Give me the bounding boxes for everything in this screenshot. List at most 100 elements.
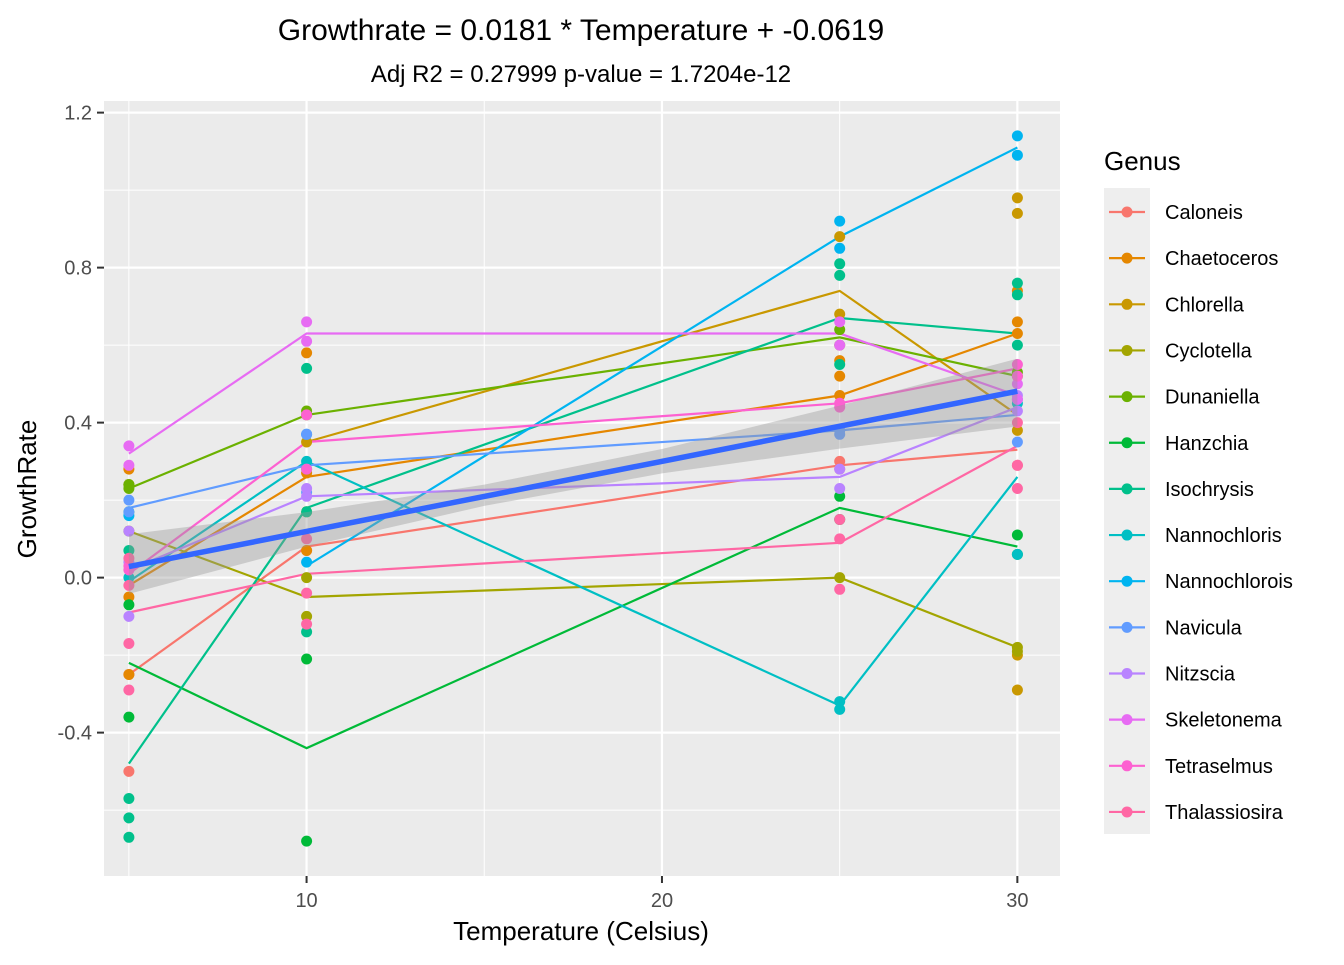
data-point-nannochloris [834, 696, 846, 708]
data-point-nitzscia [834, 463, 846, 475]
legend-key-point-caloneis [1121, 206, 1133, 218]
series-points [123, 130, 1023, 847]
data-point-cyclotella [301, 610, 313, 622]
data-point-chlorella [1011, 684, 1023, 696]
data-point-thalassiosira [301, 618, 313, 630]
data-point-chaetoceros [834, 390, 846, 401]
data-point-chaetoceros [301, 545, 313, 556]
data-point-skeletonema [301, 335, 313, 347]
data-point-isochrysis [123, 812, 135, 824]
data-point-chlorella [1011, 207, 1023, 219]
legend-label-chlorella: Chlorella [1165, 294, 1245, 316]
data-point-chaetoceros [1011, 316, 1023, 328]
series-line-caloneis [128, 448, 1018, 676]
legend-label-caloneis: Caloneis [1165, 202, 1243, 224]
data-point-skeletonema [1011, 393, 1023, 405]
data-point-hanzchia [301, 653, 313, 665]
plot-panel [104, 101, 1060, 876]
data-point-isochrysis [123, 545, 135, 556]
data-point-nannochlorois [1011, 149, 1023, 161]
data-point-nannochlorois [1011, 130, 1023, 142]
legend-key-point-nitzscia [1121, 668, 1133, 679]
series-line-tetraselmus [128, 367, 1018, 575]
data-point-hanzchia [123, 711, 135, 723]
data-point-chlorella [1011, 424, 1023, 436]
regression-line [128, 388, 1018, 570]
data-point-nannochloris [123, 572, 135, 584]
data-point-caloneis [834, 455, 846, 467]
data-point-navicula [123, 506, 135, 518]
data-point-cyclotella [1011, 645, 1023, 657]
legend-key-point-thalassiosira [1121, 806, 1133, 818]
y-tick-label: 0.8 [64, 258, 92, 280]
data-point-tetraselmus [301, 463, 313, 475]
data-point-thalassiosira [834, 533, 846, 545]
series-line-dunaniella [128, 336, 1018, 490]
legend-label-skeletonema: Skeletonema [1165, 710, 1283, 732]
legend-title: Genus [1104, 146, 1181, 176]
data-point-chlorella [834, 231, 846, 243]
data-point-chaetoceros [123, 669, 135, 680]
data-point-nannochloris [301, 455, 313, 467]
legend-key-point-tetraselmus [1121, 760, 1133, 772]
data-point-isochrysis [834, 269, 846, 281]
data-point-nitzscia [301, 483, 313, 494]
data-point-tetraselmus [834, 401, 846, 413]
data-point-tetraselmus [1011, 370, 1023, 382]
data-point-skeletonema [1011, 378, 1023, 390]
data-point-nitzscia [123, 525, 135, 537]
data-point-nannochloris [1011, 548, 1023, 560]
data-point-isochrysis [123, 793, 135, 804]
data-point-isochrysis [1011, 339, 1023, 351]
series-line-chlorella [306, 289, 1019, 444]
data-point-nannochloris [834, 703, 846, 715]
data-point-skeletonema [123, 459, 135, 471]
legend-key-point-nannochlorois [1121, 575, 1133, 587]
legend: Genus Caloneis Chaetoceros Chlorella Cyclot… [1104, 146, 1293, 834]
x-tick-label: 10 [295, 890, 317, 912]
series-line-thalassiosira [128, 444, 1018, 614]
data-point-thalassiosira [834, 583, 846, 595]
data-point-isochrysis [301, 506, 313, 518]
data-point-hanzchia [123, 599, 135, 611]
series-line-isochrysis [127, 316, 1018, 765]
data-point-isochrysis [1011, 289, 1023, 301]
series-line-skeletonema [128, 332, 1018, 455]
legend-key-background [1104, 188, 1150, 834]
data-point-thalassiosira [123, 684, 135, 696]
legend-label-cyclotella: Cyclotella [1165, 340, 1253, 362]
data-point-caloneis [123, 765, 135, 777]
data-point-chaetoceros [1011, 328, 1023, 339]
data-point-thalassiosira [301, 587, 313, 599]
data-point-nitzscia [834, 483, 846, 494]
data-point-isochrysis [834, 359, 846, 370]
data-point-chlorella [834, 308, 846, 320]
data-point-isochrysis [301, 626, 313, 638]
series-line-navicula [128, 413, 1018, 509]
data-point-dunaniella [123, 483, 135, 494]
legend-label-hanzchia: Hanzchia [1165, 433, 1249, 455]
x-axis-label: Temperature (Celsius) [453, 916, 709, 946]
y-tick-label: 0.0 [64, 568, 92, 590]
data-point-dunaniella [834, 324, 846, 336]
data-point-chaetoceros [834, 370, 846, 382]
legend-key-point-nannochloris [1121, 529, 1133, 541]
legend-label-isochrysis: Isochrysis [1165, 479, 1254, 501]
data-point-chlorella [1011, 192, 1023, 204]
data-point-nitzscia [301, 490, 313, 502]
chart-title: Growthrate = 0.0181 * Temperature + -0.0… [278, 14, 885, 47]
data-point-isochrysis [834, 258, 846, 270]
data-point-hanzchia [301, 835, 313, 847]
data-point-navicula [834, 428, 846, 440]
data-point-thalassiosira [123, 638, 135, 649]
legend-key-point-isochrysis [1121, 483, 1133, 495]
legend-label-navicula: Navicula [1165, 617, 1243, 639]
data-point-thalassiosira [834, 514, 846, 525]
y-tick-label: 1.2 [64, 103, 92, 125]
y-tick-label: -0.4 [58, 723, 92, 745]
data-point-nitzscia [123, 610, 135, 622]
data-point-thalassiosira [1011, 417, 1023, 429]
legend-label-thalassiosira: Thalassiosira [1165, 802, 1284, 824]
data-point-chaetoceros [301, 347, 313, 359]
